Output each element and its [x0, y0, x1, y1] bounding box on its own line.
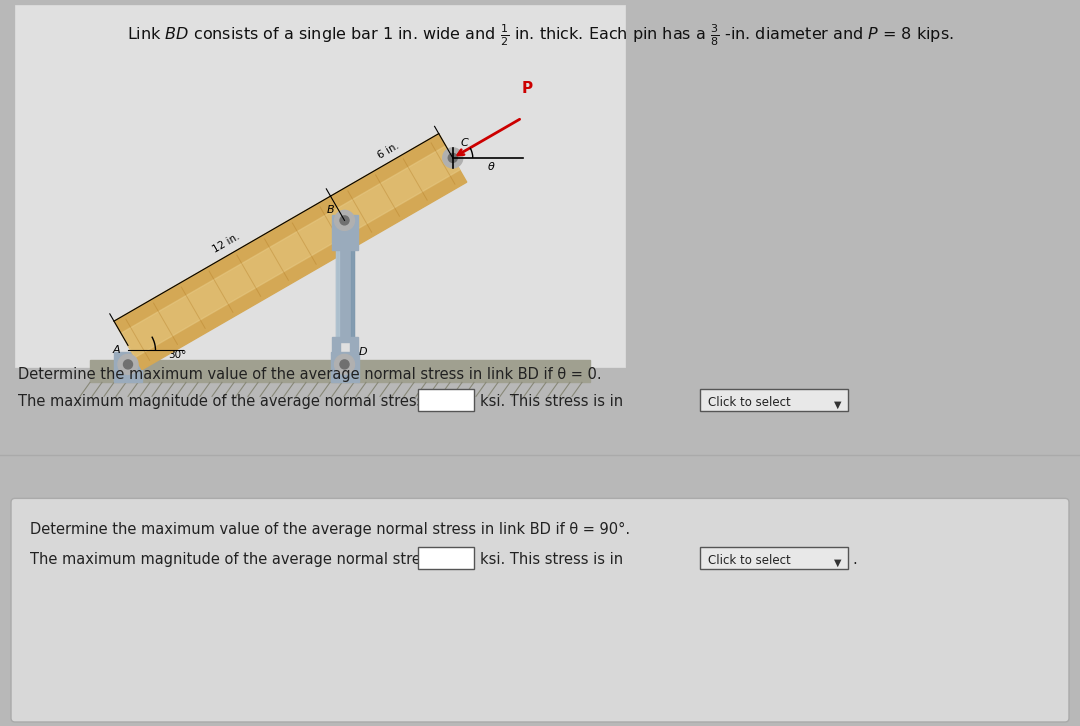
- Bar: [700, 389, 848, 412]
- Bar: [418, 547, 474, 569]
- Polygon shape: [114, 134, 467, 370]
- Bar: [332, 216, 339, 250]
- Circle shape: [335, 211, 354, 230]
- Bar: [350, 216, 357, 250]
- Bar: [700, 547, 848, 569]
- Text: θ: θ: [488, 162, 495, 172]
- Text: 6 in.: 6 in.: [376, 141, 401, 161]
- Bar: [90, 360, 590, 383]
- Circle shape: [335, 354, 354, 375]
- Text: Click to select: Click to select: [708, 555, 791, 568]
- Bar: [332, 338, 339, 370]
- Bar: [336, 221, 353, 343]
- Bar: [330, 352, 359, 383]
- Text: ▼: ▼: [834, 558, 841, 568]
- Text: Determine the maximum value of the average normal stress in link BD if θ = 0.: Determine the maximum value of the avera…: [18, 367, 602, 383]
- Bar: [114, 352, 141, 383]
- Circle shape: [123, 360, 133, 369]
- Circle shape: [340, 216, 349, 225]
- Text: Click to select: Click to select: [708, 396, 791, 409]
- Text: 30°: 30°: [168, 351, 187, 360]
- Text: P: P: [522, 81, 532, 96]
- FancyBboxPatch shape: [11, 498, 1069, 722]
- Text: The maximum magnitude of the average normal stress is: The maximum magnitude of the average nor…: [18, 394, 441, 409]
- Circle shape: [448, 153, 457, 163]
- Bar: [336, 221, 339, 343]
- Text: Link $BD$ consists of a single bar 1 in. wide and $\frac{1}{2}$ in. thick. Each : Link $BD$ consists of a single bar 1 in.…: [126, 22, 954, 48]
- Text: 12 in.: 12 in.: [211, 231, 242, 255]
- Text: B: B: [326, 205, 335, 216]
- Text: The maximum magnitude of the average normal stress is: The maximum magnitude of the average nor…: [30, 552, 453, 568]
- Circle shape: [340, 360, 349, 369]
- Text: ksi. This stress is in: ksi. This stress is in: [480, 552, 623, 568]
- Bar: [418, 389, 474, 412]
- Text: .: .: [852, 552, 856, 568]
- Text: A: A: [112, 346, 120, 356]
- Text: C: C: [461, 138, 469, 148]
- Text: D: D: [359, 347, 367, 357]
- Bar: [350, 338, 357, 370]
- Text: Determine the maximum value of the average normal stress in link BD if θ = 90°.: Determine the maximum value of the avera…: [30, 523, 630, 537]
- Polygon shape: [121, 146, 460, 357]
- Text: ksi. This stress is in: ksi. This stress is in: [480, 394, 623, 409]
- Circle shape: [443, 148, 462, 168]
- Circle shape: [118, 354, 138, 375]
- Bar: [15, 5, 625, 367]
- Text: ▼: ▼: [834, 399, 841, 409]
- Bar: [351, 221, 353, 343]
